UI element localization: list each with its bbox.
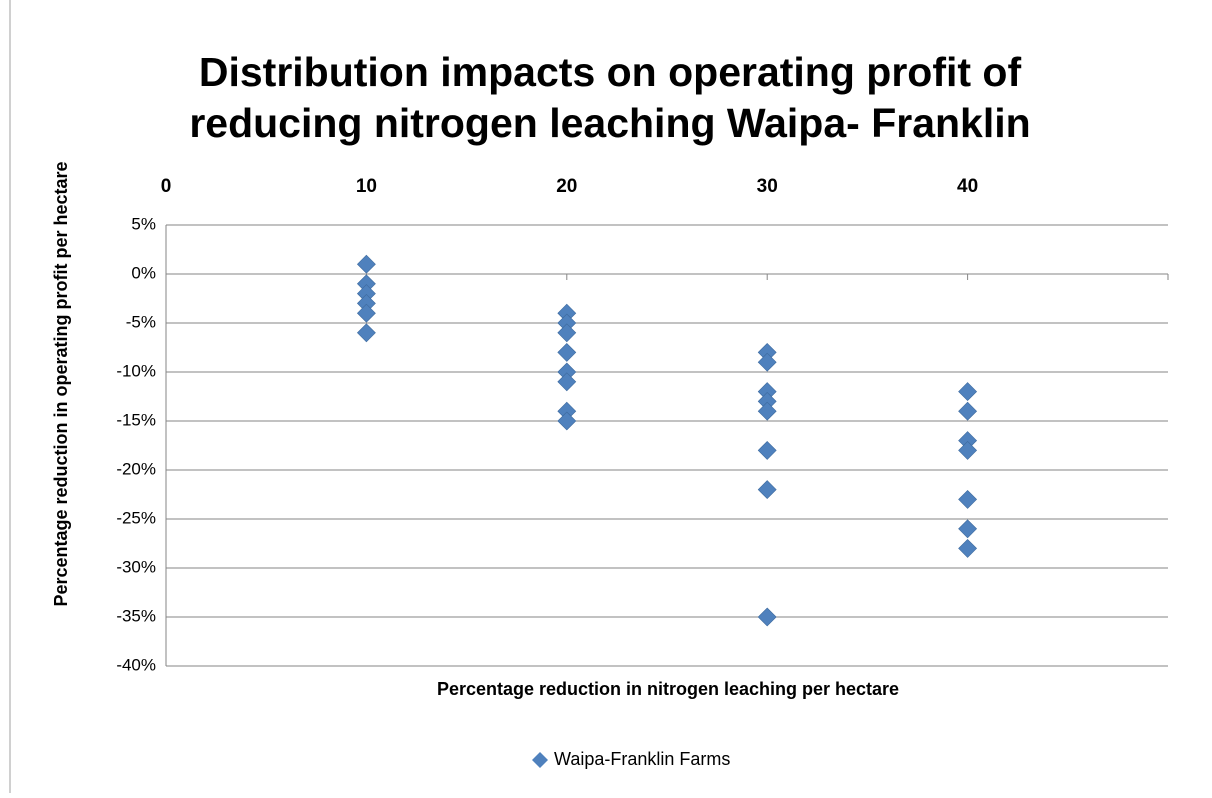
y-tick-label: -40% [116,655,156,674]
y-tick-label: 0% [131,263,156,282]
data-point [757,440,777,460]
y-tick-label: 5% [131,214,156,233]
data-point [356,323,376,343]
y-tick-label: -15% [116,410,156,429]
data-point [557,372,577,392]
data-point [356,303,376,323]
chart-title: reducing nitrogen leaching Waipa- Frankl… [189,100,1030,146]
y-tick-label: -30% [116,557,156,576]
data-point [557,323,577,343]
x-tick-label: 40 [957,176,978,197]
data-point [958,382,978,402]
data-point [757,401,777,421]
data-point [958,538,978,558]
x-tick-label: 0 [161,176,172,197]
chart-title: Distribution impacts on operating profit… [199,49,1022,95]
y-tick-label: -10% [116,361,156,380]
data-point [958,489,978,509]
x-tick-label: 10 [356,176,377,197]
y-tick-label: -5% [126,312,156,331]
y-axis-title: Percentage reduction in operating profit… [51,161,71,606]
data-point [557,342,577,362]
data-point [757,352,777,372]
x-tick-label: 20 [556,176,577,197]
data-point [757,480,777,500]
y-tick-label: -35% [116,606,156,625]
y-tick-label: -20% [116,459,156,478]
legend-marker [532,752,548,768]
data-point [958,519,978,539]
data-point [557,411,577,431]
data-point [958,440,978,460]
x-axis-title: Percentage reduction in nitrogen leachin… [437,679,899,699]
data-point [958,401,978,421]
legend-label: Waipa-Franklin Farms [554,749,730,769]
data-point [356,254,376,274]
data-point [757,607,777,627]
y-tick-label: -25% [116,508,156,527]
x-tick-label: 30 [757,176,778,197]
